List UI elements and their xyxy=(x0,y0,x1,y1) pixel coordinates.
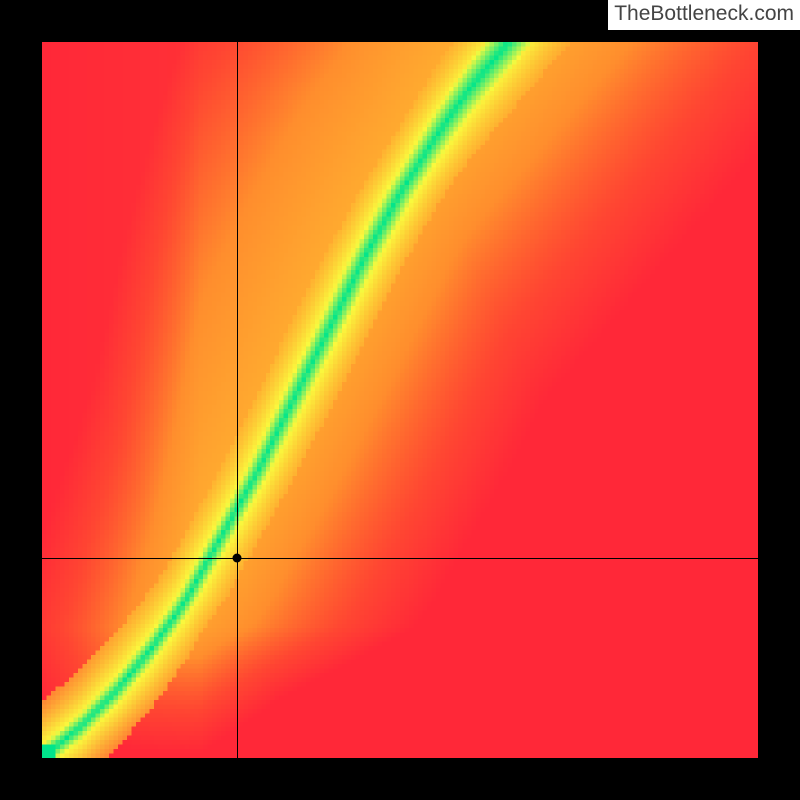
crosshair-horizontal xyxy=(42,558,758,559)
chart-frame: TheBottleneck.com xyxy=(0,0,800,800)
crosshair-vertical xyxy=(237,42,238,758)
marker-dot xyxy=(233,553,242,562)
heatmap-canvas xyxy=(42,42,758,758)
heatmap-plot xyxy=(42,42,758,758)
watermark-label: TheBottleneck.com xyxy=(608,0,800,30)
